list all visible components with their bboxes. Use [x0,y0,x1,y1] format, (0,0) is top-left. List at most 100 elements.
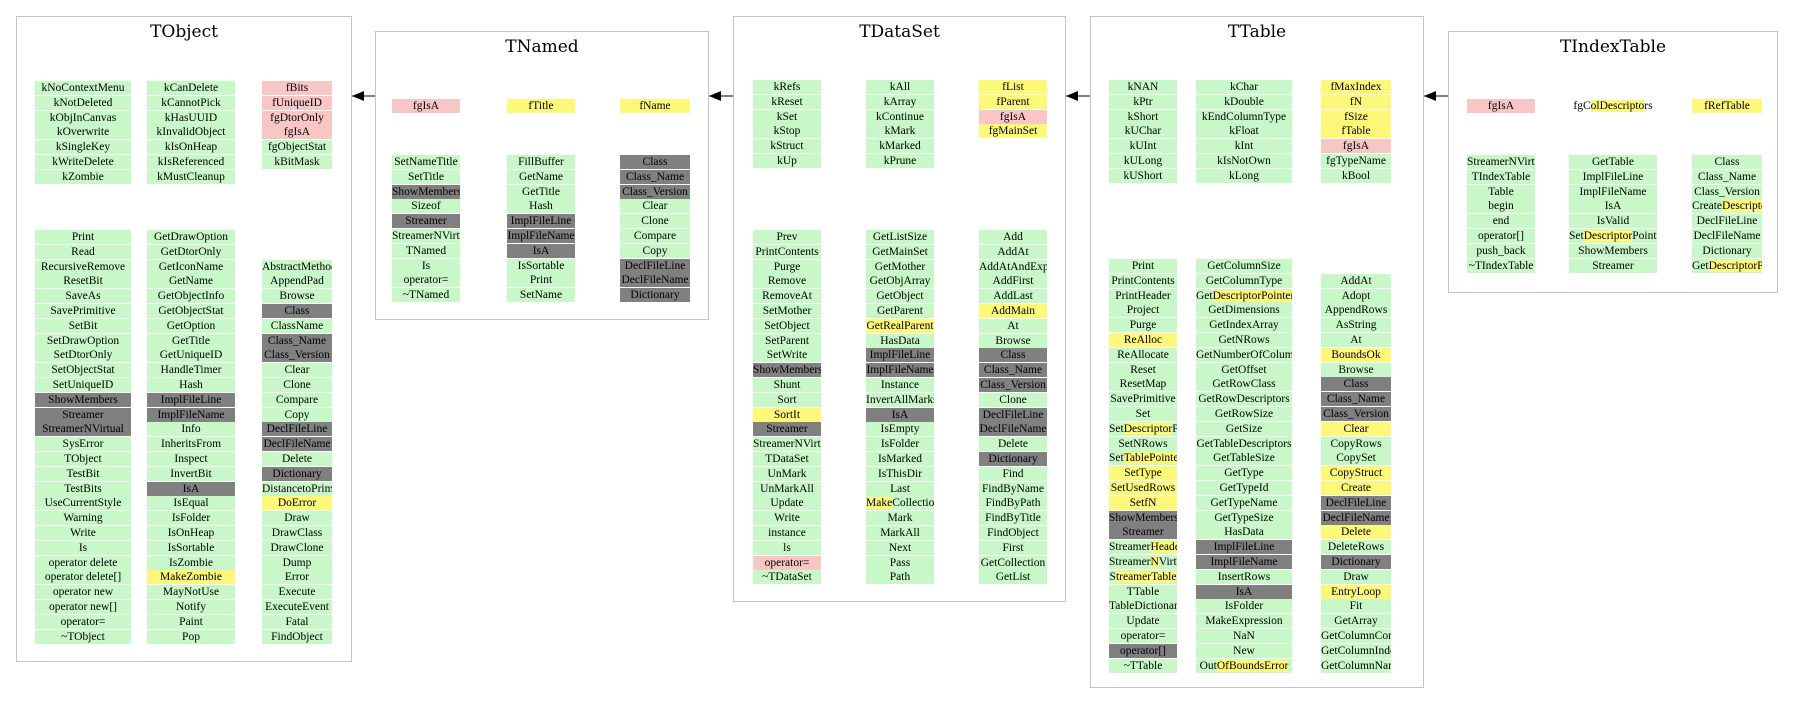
method-cell: GetObjArray [866,274,934,289]
method-cell: GetRowClass [1196,377,1292,392]
arrow-head-icon [709,91,721,101]
method-cell: ImplFileName [866,363,934,378]
class-box-tdataset: TDataSet kRefs kReset kSet kStop kStruct kUp kA… [733,16,1066,602]
method-cell: DeclFileLine [979,407,1047,422]
member-cell: fgObjectStat [262,140,332,155]
method-cell: end [1467,214,1535,229]
method-cell: GetColumnSize [1196,259,1292,273]
method-cell: Fit [1321,599,1391,614]
method-cell: Reset [1109,362,1177,377]
method-cell: ReAllocate [1109,347,1177,362]
method-cell: Adopt [1321,288,1391,303]
member-cell: kFloat [1196,124,1292,139]
method-cell: UnMark [753,466,821,481]
method-cell: InsertRows [1196,569,1292,584]
method-cell: GetDescriptorPointer [1196,288,1292,303]
method-cell: First [979,540,1047,555]
method-cell: GetOffset [1196,362,1292,377]
method-cell: BoundsOk [1321,347,1391,362]
method-cell: GetName [507,169,575,184]
method-cell: PrintContents [1109,273,1177,288]
method-cell: Inspect [147,452,235,466]
member-cell: fgColDescriptors [1573,100,1653,112]
method-cell: SetType [1109,466,1177,481]
method-cell: operator new [35,585,131,600]
method-cell: Paint [147,614,235,629]
member-cell: kUInt [1109,139,1177,154]
method-cell: ~TNamed [392,288,460,303]
method-cell: Streamer [35,407,131,422]
class-box-ttable: TTable kNAN kPtr kShort kUChar kUInt kULong kUS… [1090,16,1424,688]
method-cell: FindObject [979,526,1047,540]
method-cell: TableDictionary [1109,599,1177,614]
member-cell: fUniqueID [262,95,332,110]
member-cell: kSet [753,109,821,124]
method-cell: ImplFileName [1196,555,1292,569]
method-cell: ~TObject [35,629,131,644]
method-cell: IsFolder [1196,599,1292,614]
member-cell: kStruct [753,139,821,154]
member-cell: fTable [1321,124,1391,139]
member-cell: kArray [866,94,934,109]
method-cell: At [1321,333,1391,347]
method-cell: Hash [147,378,235,392]
method-cell: SavePrimitive [1109,392,1177,407]
method-cell: Clear [262,363,332,378]
method-cell: FindByTitle [979,511,1047,526]
method-cell: GetRealParent [866,318,934,333]
method-cell: Print [1109,259,1177,273]
method-cell: Purge [753,259,821,274]
class-box-tnamed: TNamed fgIsA fTitle fName SetNameTitle SetTit… [375,31,709,320]
method-cell: ShowMembers [392,184,460,199]
method-cell: AppendRows [1321,303,1391,318]
member-cell: kStop [753,124,821,139]
method-cell: MakeZombie [147,570,235,585]
method-cell: instance [753,526,821,540]
method-cell: Read [35,244,131,259]
method-cell: GetTitle [507,184,575,199]
method-cell: Execute [262,585,332,600]
method-cell: DeclFileName [620,273,690,288]
method-cell: ImplFileName [147,407,235,422]
method-cell: Class [979,348,1047,363]
method-cell: AddAt [979,244,1047,259]
method-cell: ImplFileLine [1569,169,1657,184]
method-cell: SetTitle [392,169,460,184]
method-cell: IsFolder [147,511,235,526]
method-cell: Clone [979,392,1047,407]
method-cell: TNamed [392,243,460,258]
method-cell: CopyStruct [1321,466,1391,481]
method-cell: Info [147,422,235,437]
method-cell: SetDrawOption [35,333,131,348]
method-cell: Is [392,258,460,273]
method-cell: FindByPath [979,496,1047,511]
method-cell: Dictionary [620,288,690,303]
method-cell: operator[] [1467,229,1535,243]
member-cell: kPtr [1109,94,1177,109]
method-cell: Class [1321,377,1391,392]
method-cell: GetMother [866,259,934,274]
member-cell: kBitMask [262,155,332,169]
method-cell: PrintContents [753,244,821,259]
method-cell: GetTypeName [1196,495,1292,510]
method-cell: CreateDescriptor [1692,199,1762,214]
method-cell: GetSize [1196,421,1292,436]
method-cell: DeclFileName [979,422,1047,437]
method-cell: Clear [1321,421,1391,436]
method-cell: push_back [1467,243,1535,258]
method-cell: ImplFileLine [1196,540,1292,555]
member-cell: fgDtorOnly [262,110,332,125]
method-cell: Delete [979,437,1047,452]
method-cell: IsA [1196,584,1292,599]
method-cell: DistancetoPrimitive [262,481,332,496]
method-cell: GetType [1196,466,1292,481]
method-cell: SetDescriptorPointer [1569,229,1657,243]
method-cell: IsZombie [147,555,235,570]
method-cell: ImplFileLine [866,348,934,363]
method-cell: AddFirst [979,274,1047,289]
method-cell: GetDtorOnly [147,244,235,259]
method-cell: Compare [262,392,332,407]
method-cell: HandleTimer [147,363,235,378]
method-cell: GetName [147,274,235,289]
method-cell: Next [866,540,934,555]
